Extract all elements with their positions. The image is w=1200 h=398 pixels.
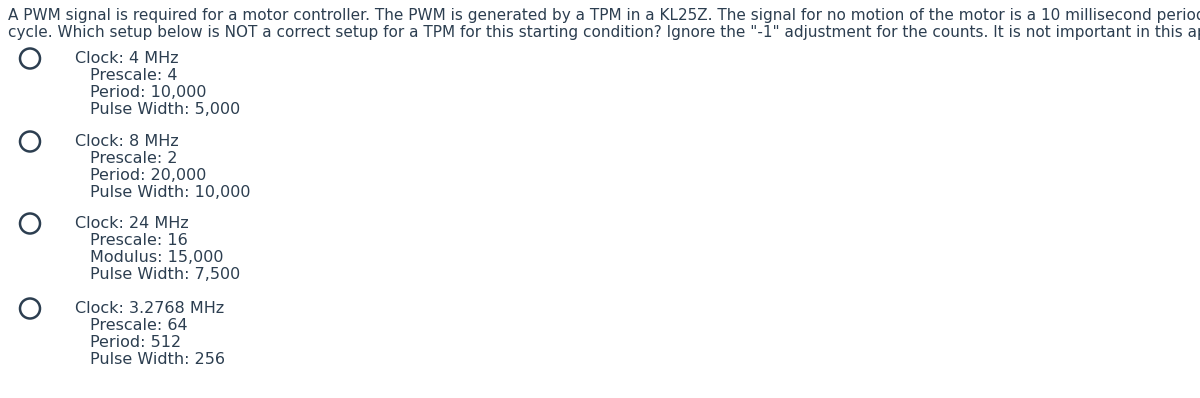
Text: Period: 10,000: Period: 10,000	[90, 85, 206, 100]
Text: Clock: 24 MHz: Clock: 24 MHz	[74, 216, 188, 231]
Text: Prescale: 2: Prescale: 2	[90, 151, 178, 166]
Text: Prescale: 16: Prescale: 16	[90, 233, 187, 248]
Text: Period: 512: Period: 512	[90, 335, 181, 350]
Text: Clock: 3.2768 MHz: Clock: 3.2768 MHz	[74, 301, 224, 316]
Text: Modulus: 15,000: Modulus: 15,000	[90, 250, 223, 265]
Text: cycle. Which setup below is NOT a correct setup for a TPM for this starting cond: cycle. Which setup below is NOT a correc…	[8, 25, 1200, 40]
Text: Pulse Width: 5,000: Pulse Width: 5,000	[90, 102, 240, 117]
Text: A PWM signal is required for a motor controller. The PWM is generated by a TPM i: A PWM signal is required for a motor con…	[8, 8, 1200, 23]
Text: Clock: 4 MHz: Clock: 4 MHz	[74, 51, 179, 66]
Text: Pulse Width: 256: Pulse Width: 256	[90, 352, 226, 367]
Text: Pulse Width: 10,000: Pulse Width: 10,000	[90, 185, 251, 200]
Text: Period: 20,000: Period: 20,000	[90, 168, 206, 183]
Text: Clock: 8 MHz: Clock: 8 MHz	[74, 134, 179, 149]
Text: Pulse Width: 7,500: Pulse Width: 7,500	[90, 267, 240, 282]
Text: Prescale: 64: Prescale: 64	[90, 318, 187, 333]
Text: Prescale: 4: Prescale: 4	[90, 68, 178, 83]
